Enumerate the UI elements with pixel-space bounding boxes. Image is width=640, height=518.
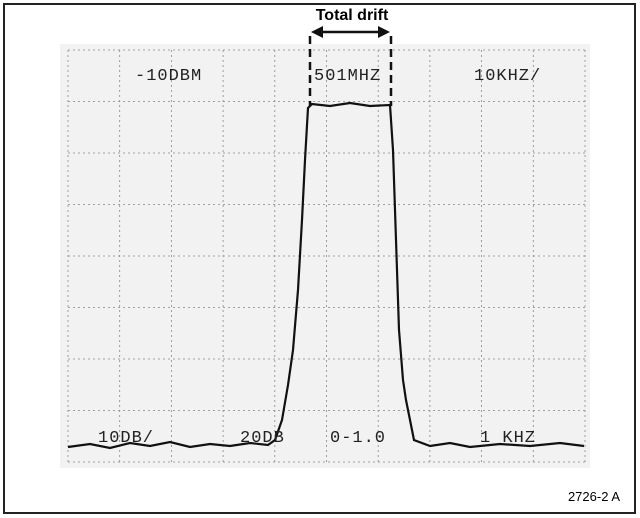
arrow-head (378, 26, 390, 38)
screen-readout: -10DBM (135, 67, 202, 86)
screen-readout: 1 KHZ (480, 429, 536, 448)
screen-readout: 0-1.0 (330, 429, 386, 448)
screen-readout: 501MHZ (314, 67, 381, 86)
screen-readout: 20DB (240, 429, 285, 448)
graticule (67, 49, 586, 463)
screen-readout: 10KHZ/ (474, 67, 541, 86)
annotation: Total drift (316, 7, 389, 24)
figure-number: 2726-2 A (568, 489, 620, 504)
screen-readout: 10DB/ (98, 429, 154, 448)
arrow-head (311, 26, 323, 38)
